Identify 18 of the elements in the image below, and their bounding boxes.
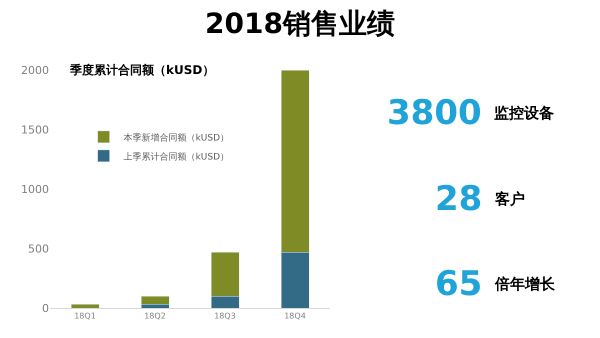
chart-subtitle: 季度累计合同额（kUSD） (69, 63, 214, 77)
text: 3800 监控设备 (387, 93, 554, 133)
text: 28 客户 (435, 179, 525, 219)
y-tick-label: 1500 (21, 123, 49, 136)
x-tick-label: 18Q2 (144, 312, 166, 321)
y-tick-label: 0 (42, 302, 49, 315)
bar (70, 304, 100, 308)
text: 65 倍年增长 (435, 264, 556, 304)
chart-title: 2018销售业绩 (205, 7, 395, 40)
x-tick-label: 18Q4 (284, 312, 306, 321)
legend-label: 上季累计合同额（kUSD） (124, 151, 230, 162)
y-tick-label: 1000 (21, 182, 49, 196)
x-tick-label: 18Q3 (214, 312, 236, 321)
bar (140, 296, 170, 305)
legend-label: 本季新增合同额（kUSD） (124, 132, 230, 144)
x-tick-label: 18Q1 (74, 312, 96, 321)
y-tick-label: 2000 (21, 64, 49, 77)
y-tick-label: 500 (28, 242, 49, 256)
